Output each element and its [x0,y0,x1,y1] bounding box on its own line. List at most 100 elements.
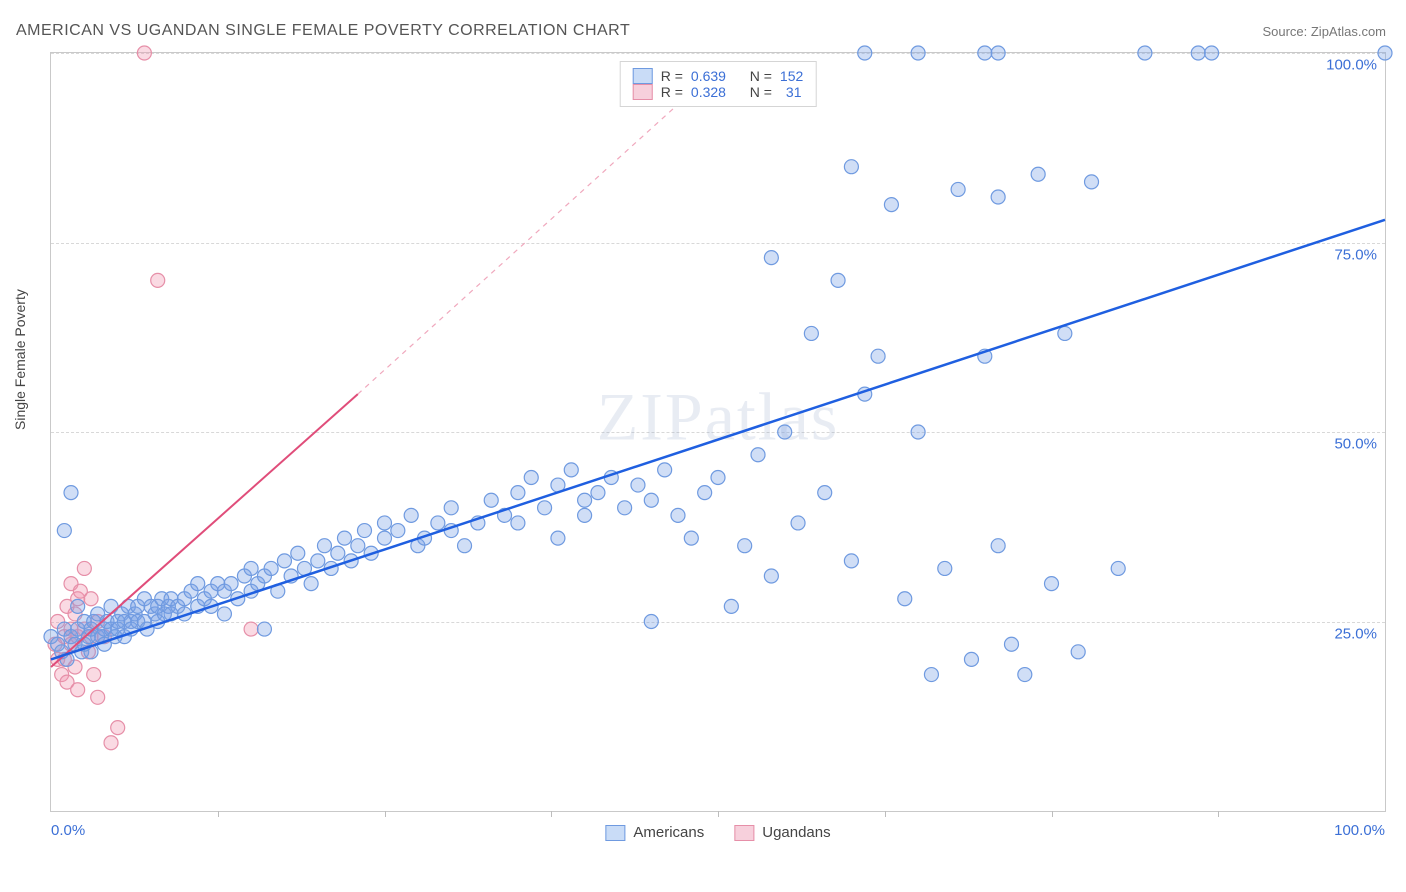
scatter-svg [51,53,1385,811]
trend-line [51,220,1385,660]
scatter-point [331,546,345,560]
x-tick-mark [885,811,886,817]
scatter-point [991,539,1005,553]
scatter-point [277,554,291,568]
scatter-point [458,539,472,553]
scatter-point [404,508,418,522]
swatch-americans [633,68,653,84]
scatter-point [644,493,658,507]
scatter-point [671,508,685,522]
scatter-point [818,486,832,500]
scatter-point [658,463,672,477]
swatch-americans-bottom [605,825,625,841]
scatter-point [1045,577,1059,591]
scatter-point [291,546,305,560]
r-label: R = [661,84,683,100]
scatter-point [1138,46,1152,60]
scatter-point [224,577,238,591]
scatter-point [137,46,151,60]
scatter-point [257,622,271,636]
scatter-point [1004,637,1018,651]
scatter-point [91,690,105,704]
scatter-point [778,425,792,439]
scatter-point [831,273,845,287]
scatter-point [911,425,925,439]
n-value-ugandans: 31 [780,84,802,100]
scatter-point [844,554,858,568]
scatter-point [484,493,498,507]
n-label: N = [750,68,772,84]
swatch-ugandans [633,84,653,100]
scatter-point [244,622,258,636]
scatter-point [511,516,525,530]
legend-row-americans: R = 0.639 N = 152 [633,68,804,84]
scatter-point [1378,46,1392,60]
scatter-point [618,501,632,515]
scatter-point [304,577,318,591]
trend-line [51,394,358,667]
scatter-point [938,561,952,575]
scatter-point [104,736,118,750]
x-tick-min: 0.0% [51,822,85,839]
scatter-point [724,599,738,613]
scatter-point [431,516,445,530]
scatter-point [804,326,818,340]
x-tick-mark [1218,811,1219,817]
x-tick-mark [218,811,219,817]
scatter-point [1058,326,1072,340]
scatter-point [644,615,658,629]
scatter-point [1111,561,1125,575]
scatter-point [564,463,578,477]
scatter-point [978,46,992,60]
scatter-point [1018,668,1032,682]
scatter-point [444,501,458,515]
scatter-point [591,486,605,500]
scatter-point [151,273,165,287]
scatter-point [764,251,778,265]
scatter-point [317,539,331,553]
scatter-point [698,486,712,500]
scatter-point [538,501,552,515]
scatter-point [884,198,898,212]
scatter-point [578,508,592,522]
scatter-point [764,569,778,583]
scatter-point [898,592,912,606]
plot-area: ZIPatlas R = 0.639 N = 152 R = 0.328 N =… [50,52,1386,812]
n-value-americans: 152 [780,68,803,84]
correlation-legend: R = 0.639 N = 152 R = 0.328 N = 31 [620,61,817,107]
swatch-ugandans-bottom [734,825,754,841]
scatter-point [551,531,565,545]
n-label: N = [750,84,772,100]
legend-label-ugandans: Ugandans [762,824,830,841]
r-label: R = [661,68,683,84]
scatter-point [991,190,1005,204]
chart-title: AMERICAN VS UGANDAN SINGLE FEMALE POVERT… [16,22,630,40]
scatter-point [357,524,371,538]
scatter-point [191,577,205,591]
scatter-point [578,493,592,507]
scatter-point [991,46,1005,60]
scatter-point [711,470,725,484]
scatter-point [71,599,85,613]
x-tick-mark [718,811,719,817]
trend-line [358,68,718,394]
scatter-point [858,46,872,60]
scatter-point [378,531,392,545]
scatter-point [924,668,938,682]
scatter-point [57,524,71,538]
scatter-point [1191,46,1205,60]
scatter-point [337,531,351,545]
scatter-point [71,683,85,697]
scatter-point [964,652,978,666]
x-tick-mark [551,811,552,817]
scatter-point [264,561,278,575]
scatter-point [751,448,765,462]
scatter-point [64,486,78,500]
scatter-point [217,607,231,621]
x-tick-mark [385,811,386,817]
series-legend: Americans Ugandans [605,824,830,841]
scatter-point [378,516,392,530]
scatter-point [111,721,125,735]
scatter-point [1085,175,1099,189]
legend-item-americans: Americans [605,824,704,841]
